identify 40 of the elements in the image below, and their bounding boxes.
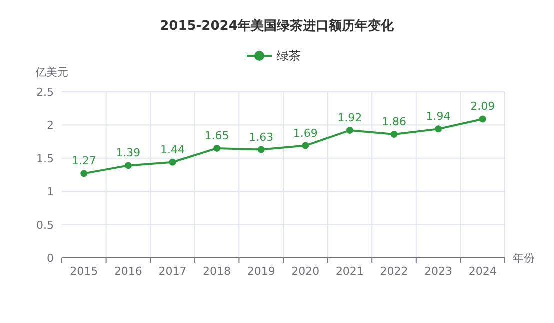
x-tick-label: 2022 [380,265,408,278]
y-tick-label: 0.5 [36,218,54,232]
point [346,127,354,134]
x-tick-label: 2021 [336,265,364,278]
point [258,146,265,154]
x-tick-label: 2024 [468,265,497,278]
point [80,170,88,178]
data-label: 1.86 [382,115,406,128]
data-label: 1.69 [293,126,318,140]
data-label: 1.39 [116,146,141,160]
legend-label: 绿茶 [277,49,301,63]
data-label: 1.65 [204,129,230,142]
x-tick-label: 2016 [114,265,142,278]
data-label: 1.94 [426,110,451,124]
y-tick-label: 2.5 [36,86,54,99]
x-tick-label: 2017 [158,265,187,278]
y-tick-label: 1.5 [36,152,54,166]
x-tick-label: 2015 [70,265,98,278]
point [169,158,176,166]
x-tick-label: 2019 [247,265,276,278]
x-tick-label: 2018 [203,265,232,278]
point [124,162,132,170]
data-label: 1.92 [338,112,362,125]
x-tick-label: 2020 [292,265,320,278]
point [390,130,398,138]
y-tick-label: 2 [47,119,54,132]
data-label: 1.63 [249,130,274,144]
point [435,126,442,133]
x-axis-title: 年份 [513,252,535,265]
y-tick-label: 0 [47,252,54,265]
chart-title: 2015-2024年美国绿茶进口额历年变化 [160,18,395,34]
data-label: 2.09 [470,100,496,114]
point [302,142,310,150]
x-tick-label: 2023 [424,265,453,278]
data-label: 1.27 [72,154,96,168]
y-axis-title: 亿美元 [34,66,68,79]
point [214,144,221,152]
data-label: 1.44 [160,143,185,156]
y-tick-label: 1 [47,186,54,199]
point [479,116,486,123]
